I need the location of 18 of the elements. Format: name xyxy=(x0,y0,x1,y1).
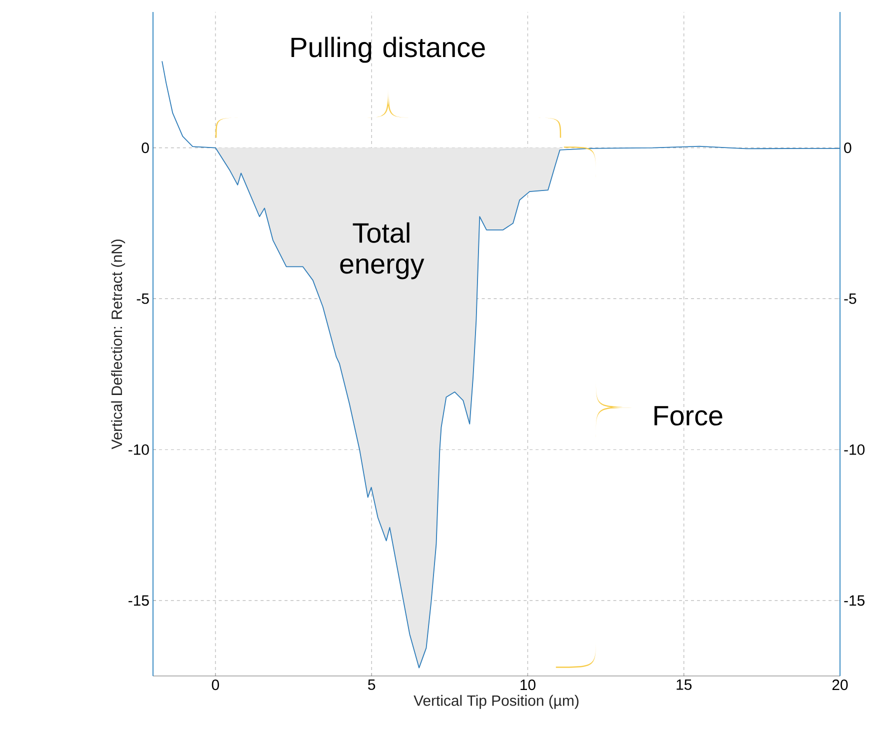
x-tick-label: 15 xyxy=(676,680,692,690)
y2-tick-label: -15 xyxy=(844,595,865,606)
y-tick-label: 0 xyxy=(142,142,149,154)
annotation: Total energy xyxy=(340,222,424,280)
y-axis-title: Vertical Deflection: Retract (nN) xyxy=(111,240,126,450)
y-tick-label: -10 xyxy=(128,444,149,455)
x-axis-title: Vertical Tip Position (µm) xyxy=(414,694,578,709)
x-tick-label: 0 xyxy=(212,680,220,690)
y2-tick-label: -10 xyxy=(844,444,865,455)
x-tick-label: 20 xyxy=(832,680,848,690)
annotation: Force xyxy=(654,406,722,426)
y2-tick-label: -5 xyxy=(844,293,856,304)
y-tick-label: -15 xyxy=(128,595,149,606)
x-tick-label: 10 xyxy=(520,680,536,690)
annotation: Pulling distance xyxy=(291,36,485,63)
y2-tick-label: 0 xyxy=(844,142,852,154)
x-tick-label: 5 xyxy=(368,680,376,690)
y-tick-label: -5 xyxy=(136,294,149,304)
